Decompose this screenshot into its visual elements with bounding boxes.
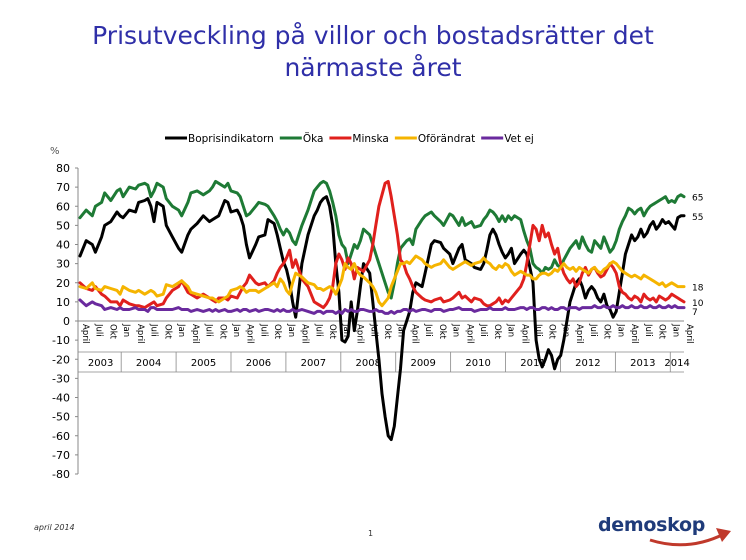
x-year-label: 2011 (520, 358, 545, 369)
y-tick-label: -80 (52, 468, 70, 481)
series-end-label: 55 (692, 213, 703, 223)
legend-label: Öka (303, 132, 324, 145)
y-tick-label: -60 (52, 430, 70, 443)
logo-arrow-icon (649, 528, 731, 547)
x-year-label: 2009 (410, 358, 435, 369)
x-month-label: Okt (547, 324, 557, 340)
x-month-label: Juli (533, 323, 543, 337)
x-month-label: Juli (204, 323, 214, 337)
x-month-label: Juli (94, 323, 104, 337)
y-tick-label: 60 (56, 200, 70, 213)
x-month-label: April (190, 324, 200, 343)
x-month-label: Okt (272, 324, 282, 340)
y-tick-label: -10 (52, 334, 70, 347)
x-month-label: April (519, 324, 529, 343)
x-month-label: Okt (602, 324, 612, 340)
y-tick-label: 80 (56, 162, 70, 175)
x-year-label: 2010 (465, 358, 490, 369)
x-month-label: Jan (670, 323, 680, 337)
y-tick-label: 0 (63, 315, 70, 328)
series-end-label: 65 (692, 194, 703, 204)
x-month-label: Juli (368, 323, 378, 337)
x-month-label: Juli (423, 323, 433, 337)
x-month-label: April (684, 324, 694, 343)
x-year-label: 2007 (301, 358, 326, 369)
series-end-label: 18 (692, 284, 704, 294)
y-tick-label: 40 (56, 239, 70, 252)
legend-label: Boprisindikatorn (188, 133, 274, 145)
x-month-label: Juli (258, 323, 268, 337)
x-month-label: Jan (506, 323, 516, 337)
y-tick-label: -20 (52, 353, 70, 366)
x-month-label: Okt (382, 324, 392, 340)
x-month-label: Okt (162, 324, 172, 340)
x-month-label: April (464, 324, 474, 343)
x-month-label: April (135, 324, 145, 343)
x-month-label: April (409, 324, 419, 343)
x-month-label: Jan (341, 323, 351, 337)
footer-date: april 2014 (34, 523, 75, 532)
x-month-label: Jan (176, 323, 186, 337)
y-tick-label: 10 (56, 296, 70, 309)
y-axis-unit: % (50, 146, 60, 157)
x-month-label: Jan (396, 323, 406, 337)
y-tick-label: -30 (52, 372, 70, 385)
y-tick-label: 20 (56, 277, 70, 290)
x-month-label: Jan (286, 323, 296, 337)
x-month-label: April (355, 324, 365, 343)
demoskop-logo: demoskop (598, 512, 738, 552)
series-end-label: 7 (692, 308, 698, 318)
series-line (78, 298, 686, 315)
legend-label: Vet ej (504, 133, 534, 145)
logo-text: demoskop (598, 514, 706, 536)
x-year-label: 2004 (136, 358, 161, 369)
x-month-label: Juli (478, 323, 488, 337)
y-tick-label: -50 (52, 411, 70, 424)
x-year-label: 2006 (246, 358, 271, 369)
x-month-label: Juli (313, 323, 323, 337)
x-month-label: April (629, 324, 639, 343)
x-month-label: Jan (451, 323, 461, 337)
x-month-label: Okt (437, 324, 447, 340)
line-chart: 80706050403020100-10-20-30-40-50-60-70-8… (50, 132, 704, 481)
x-month-label: Jan (231, 323, 241, 337)
legend-label: Oförändrat (418, 133, 475, 145)
x-year-label: 2013 (630, 358, 655, 369)
x-month-label: Okt (657, 324, 667, 340)
y-tick-label: -40 (52, 392, 70, 405)
y-tick-label: 70 (56, 181, 70, 194)
legend-label: Minska (352, 133, 388, 145)
x-month-label: Juli (643, 323, 653, 337)
x-month-label: Juli (588, 323, 598, 337)
x-month-label: Juli (149, 323, 159, 337)
x-year-label: 2008 (356, 358, 381, 369)
series-line (78, 254, 686, 308)
x-month-label: April (574, 324, 584, 343)
x-year-label: 2003 (88, 358, 113, 369)
series-end-label: 10 (692, 299, 704, 309)
series-line (78, 195, 686, 442)
x-year-label: 2005 (191, 358, 216, 369)
x-month-label: Okt (107, 324, 117, 340)
y-tick-label: -70 (52, 449, 70, 462)
x-month-label: April (300, 324, 310, 343)
x-year-label: 2014 (664, 358, 689, 369)
y-tick-label: 50 (56, 219, 70, 232)
x-month-label: Okt (492, 324, 502, 340)
x-month-label: Jan (121, 323, 131, 337)
chart-title: Prisutveckling på villor och bostadsrätt… (92, 21, 654, 82)
x-year-label: 2012 (575, 358, 600, 369)
x-month-label: April (245, 324, 255, 343)
x-month-label: Jan (615, 323, 625, 337)
series-line (78, 179, 686, 300)
y-tick-label: 30 (56, 258, 70, 271)
x-month-label: April (80, 324, 90, 343)
x-month-label: Okt (217, 324, 227, 340)
page-number: 1 (368, 529, 374, 538)
x-month-label: Okt (327, 324, 337, 340)
